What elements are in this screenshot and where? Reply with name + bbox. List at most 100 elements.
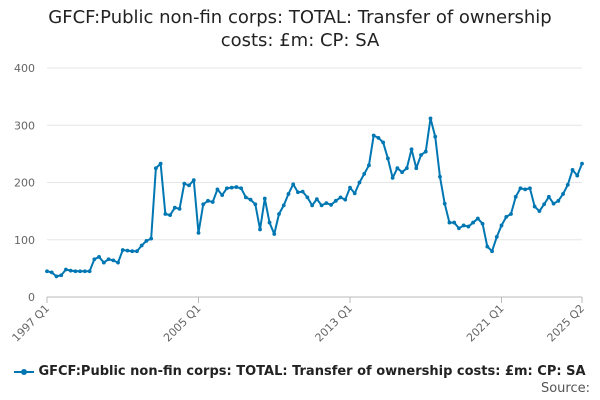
data-point [400, 170, 404, 175]
y-tick-label: 400 [14, 62, 35, 75]
data-point [220, 193, 225, 197]
data-point [130, 249, 135, 254]
data-point [575, 173, 580, 178]
series-group [45, 116, 584, 279]
data-point [452, 220, 457, 225]
data-point [475, 216, 480, 221]
data-point [324, 201, 329, 206]
data-point [291, 182, 296, 187]
data-point [395, 166, 400, 171]
data-point [433, 134, 438, 139]
y-tick-label: 0 [28, 291, 35, 304]
data-point [414, 166, 419, 171]
data-point [120, 248, 125, 252]
data-point [518, 186, 523, 191]
data-point [135, 249, 139, 254]
data-point [116, 260, 120, 265]
data-point [177, 206, 182, 211]
data-point [59, 273, 64, 278]
y-tick-label: 200 [14, 177, 35, 190]
data-point [144, 238, 149, 243]
data-point [442, 201, 447, 206]
grid-lines [47, 67, 582, 241]
y-tick-label: 100 [14, 234, 35, 247]
data-point [258, 227, 262, 232]
data-point [499, 223, 504, 228]
data-point [248, 197, 253, 202]
data-point [172, 205, 177, 210]
x-tick-label: 2013 Q1 [313, 302, 356, 345]
data-point [352, 191, 357, 196]
chart-title-line-2: costs: £m: CP: SA [220, 30, 380, 51]
data-point [243, 195, 248, 200]
data-point [78, 269, 83, 274]
data-point [296, 190, 300, 195]
x-tick-label: 2021 Q1 [464, 302, 507, 345]
data-point [101, 260, 106, 265]
data-point [234, 185, 239, 189]
data-point [229, 185, 234, 190]
x-tick-label: 2025 Q2 [545, 302, 588, 345]
data-point [362, 172, 367, 176]
line-chart: 0 100 200 300 400 1997 Q1 2005 Q1 2013 Q1 2021 … [10, 62, 588, 345]
data-point [447, 220, 452, 225]
data-point [64, 267, 68, 272]
data-point [187, 183, 191, 188]
chart-title: GFCF:Public non-fin corps: TOTAL: Transf… [0, 6, 600, 52]
data-point [68, 268, 73, 273]
data-point [158, 161, 163, 166]
source-label: Source: [540, 381, 590, 396]
data-point [537, 209, 542, 214]
legend[interactable]: GFCF:Public non-fin corps: TOTAL: Transf… [0, 364, 600, 379]
y-axis-tick-labels: 0 100 200 300 400 [14, 62, 35, 304]
data-point [45, 269, 49, 274]
data-point [300, 189, 305, 194]
data-point [215, 187, 220, 192]
data-point [314, 197, 319, 202]
data-point [551, 201, 556, 206]
data-point [371, 133, 376, 138]
data-point [471, 220, 476, 225]
data-point [390, 176, 395, 180]
data-point [286, 192, 291, 196]
data-point [338, 195, 343, 200]
y-tick-label: 300 [14, 119, 35, 132]
data-point [87, 269, 92, 274]
data-point [139, 243, 144, 248]
data-point [381, 140, 386, 145]
data-point [54, 274, 59, 279]
data-point [419, 153, 423, 157]
data-point [343, 197, 348, 202]
data-point [423, 149, 428, 154]
data-point [565, 182, 570, 187]
data-point [385, 156, 390, 161]
data-point [556, 198, 561, 203]
data-point [310, 203, 315, 208]
data-point [480, 221, 485, 226]
data-point [329, 202, 333, 207]
data-point [168, 213, 172, 218]
data-point [523, 187, 528, 192]
series-line [46, 117, 583, 278]
data-point [457, 226, 461, 231]
data-point [272, 232, 277, 236]
data-point [532, 204, 537, 209]
x-tick-label: 2005 Q1 [161, 302, 204, 345]
data-point [196, 230, 201, 235]
data-point [404, 166, 409, 171]
data-point [149, 236, 154, 241]
data-point [262, 196, 267, 201]
data-point [333, 198, 338, 203]
data-point [153, 166, 158, 171]
data-point [239, 186, 244, 191]
data-point [494, 234, 499, 239]
data-point [106, 257, 111, 262]
data-point [206, 198, 210, 203]
data-point [428, 116, 433, 121]
data-point [125, 248, 130, 253]
data-point [267, 220, 272, 225]
chart-title-line-1: GFCF:Public non-fin corps: TOTAL: Transf… [48, 7, 552, 28]
legend-marker-icon [14, 367, 35, 377]
data-point [513, 194, 518, 199]
data-point [570, 168, 575, 172]
